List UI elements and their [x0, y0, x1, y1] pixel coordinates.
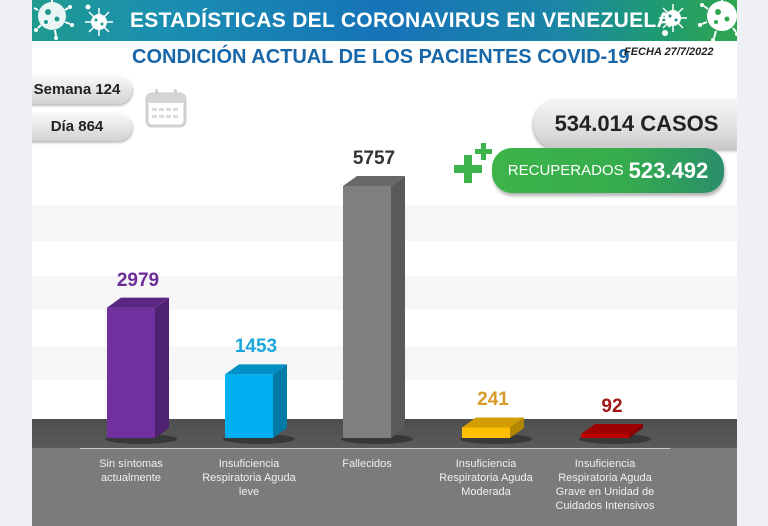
category-label: Fallecidos [302, 457, 432, 471]
page-subtitle: CONDICIÓN ACTUAL DE LOS PACIENTES COVID-… [132, 46, 630, 68]
bar-front [343, 186, 391, 438]
header-banner: ESTADÍSTICAS DEL CORONAVIRUS EN VENEZUEL… [32, 0, 737, 42]
bar-value-label: 92 [601, 395, 623, 417]
bar-side [629, 423, 643, 438]
bar-side [510, 417, 524, 438]
category-label-line: leve [238, 486, 260, 498]
bar-top [343, 176, 405, 186]
category-label: Insuficiencia Respiratoria Aguda Moderada [421, 457, 551, 499]
category-label-line: Respiratoria Aguda [439, 472, 533, 484]
recovered-label: RECUPERADOS [507, 162, 624, 179]
category-label-line: Sin síntomas [99, 458, 163, 470]
category-label: Sin síntomas actualmente [66, 457, 196, 485]
category-label-line: Insuficiencia [574, 458, 636, 470]
week-badge: Semana 124 [32, 75, 132, 104]
total-cases-badge: 534.014 CASOS [534, 99, 737, 149]
date-label: FECHA 27/7/2022 [624, 46, 714, 58]
bar-front [462, 427, 510, 438]
day-badge: Día 864 [32, 112, 132, 141]
bar-chart [105, 176, 651, 444]
bar-front [581, 433, 629, 438]
bar-side [273, 364, 287, 438]
bar-front [225, 374, 273, 438]
bar-top [462, 417, 524, 428]
bar-value-label: 241 [477, 389, 509, 411]
bar-value-label: 5757 [352, 148, 396, 169]
virus-icon [33, 0, 74, 40]
plus-icon [454, 143, 492, 183]
calendar-icon [145, 89, 187, 128]
bar-side [391, 176, 405, 438]
infographic-card: ESTADÍSTICAS DEL CORONAVIRUS EN VENEZUEL… [32, 0, 737, 526]
virus-icon [698, 0, 737, 42]
virus-icon [85, 4, 113, 36]
bar-top [581, 423, 643, 434]
category-label-line: Cuidados Intensivos [555, 500, 655, 512]
floor-divider [80, 448, 670, 449]
chart-label-area [32, 448, 737, 526]
recovered-value: 523.492 [628, 157, 709, 183]
category-label-line: Grave en Unidad de [555, 486, 655, 498]
category-label-line: Moderada [461, 486, 511, 498]
bar-front [107, 307, 155, 438]
category-label: Insuficiencia Respiratoria Aguda leve [184, 457, 314, 499]
bar-side [155, 297, 169, 438]
bar-value-label: 2979 [116, 269, 160, 291]
category-label-line: Respiratoria Aguda [558, 472, 652, 484]
category-label-line: Fallecidos [342, 458, 392, 470]
category-label-line: Insuficiencia [455, 458, 517, 470]
category-label-line: actualmente [101, 472, 161, 484]
recovered-badge: RECUPERADOS 523.492 [492, 148, 724, 193]
bar-top [107, 297, 169, 308]
virus-icon [659, 4, 687, 36]
category-label-line: Insuficiencia [218, 458, 280, 470]
category-label-line: Respiratoria Aguda [202, 472, 296, 484]
bar-value-label: 1453 [234, 336, 278, 358]
header-title: ESTADÍSTICAS DEL CORONAVIRUS EN VENEZUEL… [130, 9, 673, 32]
category-label: Insuficiencia Respiratoria Aguda Grave en … [540, 457, 670, 513]
bar-top [225, 364, 287, 375]
